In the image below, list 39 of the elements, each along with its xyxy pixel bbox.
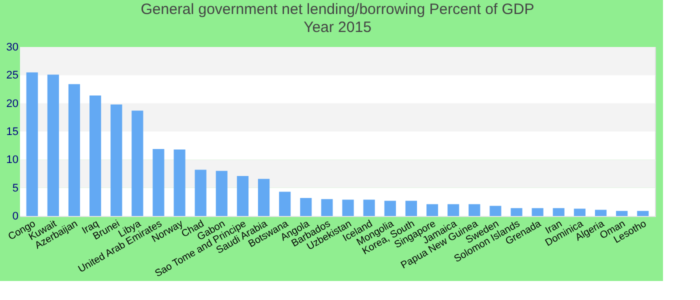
bar <box>47 74 59 216</box>
y-tick-label: 0 <box>12 210 18 222</box>
bar <box>384 200 396 216</box>
bar <box>132 110 144 216</box>
bar <box>342 200 354 216</box>
bar <box>574 208 586 216</box>
bar <box>279 192 291 216</box>
bar <box>216 170 228 216</box>
bar <box>194 170 206 216</box>
bar <box>258 178 270 216</box>
y-tick-label: 15 <box>6 126 18 138</box>
bar <box>174 150 186 216</box>
bar <box>68 84 80 216</box>
bar <box>90 95 102 216</box>
y-tick-label: 10 <box>6 154 18 166</box>
bar <box>110 104 122 216</box>
bar <box>26 72 38 216</box>
bar <box>448 204 460 216</box>
bar <box>552 208 564 216</box>
bar <box>405 200 418 216</box>
y-tick-label: 30 <box>6 42 18 54</box>
y-tick-label: 20 <box>6 98 18 110</box>
bar <box>468 204 480 216</box>
bar <box>594 210 607 216</box>
y-tick-label: 5 <box>12 182 18 194</box>
bar <box>490 206 502 216</box>
bar <box>510 208 522 216</box>
bar <box>616 210 628 216</box>
bar <box>300 198 312 216</box>
bar <box>637 210 649 216</box>
bar <box>532 208 544 216</box>
bar <box>321 199 333 216</box>
chart-title: General government net lending/borrowing Percent of GDP <box>140 1 534 18</box>
bar <box>363 200 375 216</box>
chart-subtitle: Year 2015 <box>304 19 372 36</box>
y-tick-label: 25 <box>6 70 18 82</box>
bar <box>152 148 164 216</box>
bar <box>236 176 249 216</box>
bar <box>426 204 438 216</box>
